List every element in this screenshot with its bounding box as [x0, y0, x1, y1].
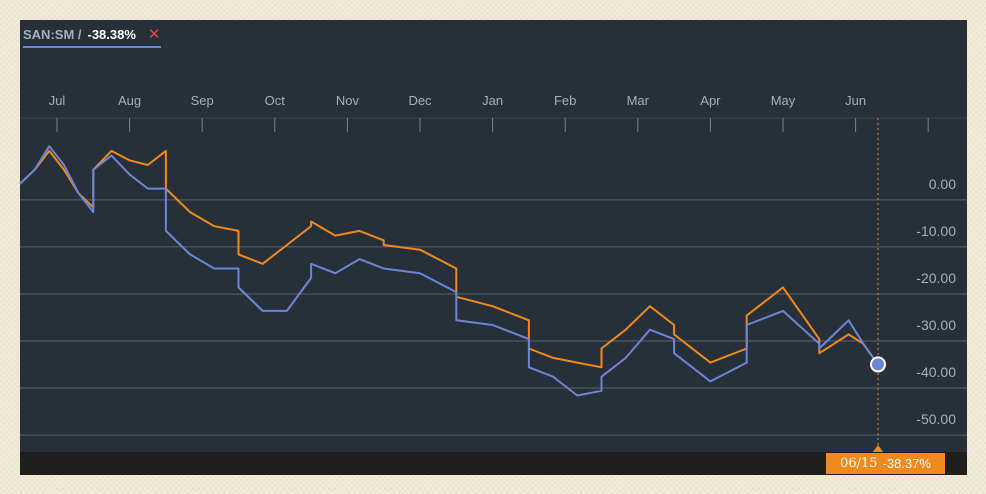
x-tick-label: Jan — [482, 93, 503, 108]
x-tick-label: Oct — [265, 93, 286, 108]
close-icon[interactable]: ✕ — [147, 26, 161, 43]
tooltip-value: -38.37% — [882, 456, 931, 471]
series-layer — [19, 145, 879, 397]
y-gridlines: 0.00 -10.00 -20.00 -30.00 -40.00 -50.00 — [20, 176, 967, 436]
y-tick-label: -50.00 — [916, 411, 956, 427]
y-tick-label: -40.00 — [916, 364, 956, 380]
x-tick-label: Mar — [627, 93, 650, 108]
chart-footer — [20, 452, 967, 475]
x-tick-label: Apr — [700, 93, 721, 108]
endpoint-marker — [870, 356, 886, 373]
chart-panel — [20, 20, 967, 475]
x-tick-label: Sep — [191, 93, 214, 108]
x-tick-label: Jun — [845, 93, 866, 108]
x-tick-label: Feb — [554, 93, 576, 108]
x-axis: Jul Aug Sep Oct Nov Dec Jan Feb Mar Apr May Jun — [20, 93, 967, 132]
san-sm-series-line — [19, 145, 879, 397]
x-tick-label: Jul — [49, 93, 66, 108]
y-tick-label: -20.00 — [916, 270, 956, 286]
legend-value: -38.38% — [87, 26, 136, 42]
x-tick-label: Aug — [118, 93, 141, 108]
x-tick-label: Nov — [336, 93, 360, 108]
legend-symbol: SAN:SM / — [23, 26, 82, 42]
legend-tag[interactable]: SAN:SM / -38.38% ✕ — [23, 24, 161, 48]
crosshair — [870, 118, 886, 453]
comparison-series-line — [19, 149, 879, 369]
tooltip-date: 06/15 — [840, 456, 878, 471]
x-tick-label: Dec — [408, 93, 432, 108]
x-tick-label: May — [771, 93, 796, 108]
tooltip-pointer — [872, 445, 884, 453]
y-tick-label: -30.00 — [916, 317, 956, 333]
cursor-tooltip: 06/15 -38.37% — [826, 453, 945, 474]
y-tick-label: 0.00 — [929, 176, 956, 192]
y-tick-label: -10.00 — [916, 223, 956, 239]
